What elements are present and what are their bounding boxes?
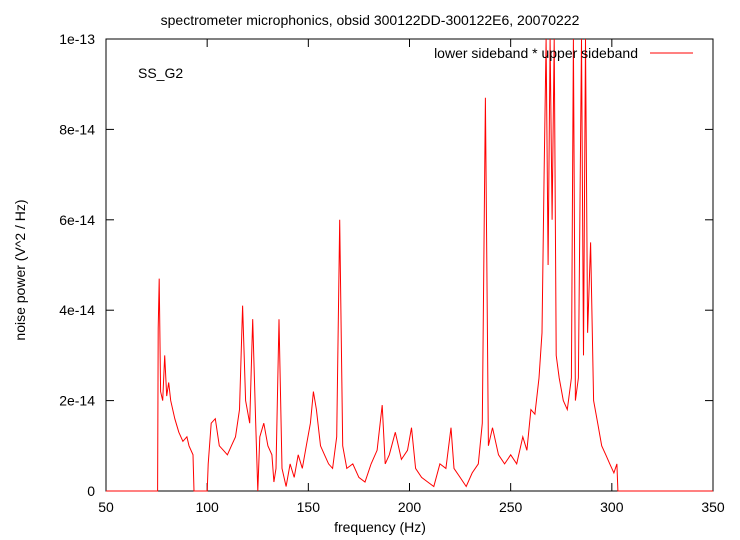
legend: lower sideband * upper sideband [434,45,693,61]
y-axis: 0 2e-14 4e-14 6e-14 8e-14 1e-13 [59,31,713,499]
x-tick-label: 50 [98,499,114,515]
x-tick-label: 100 [195,499,219,515]
plot-frame [105,38,714,492]
chart-title: spectrometer microphonics, obsid 300122D… [161,12,580,28]
plot-border [105,38,714,492]
x-axis: 50 100 150 200 250 300 350 [98,39,725,515]
x-tick-label: 200 [398,499,422,515]
y-tick-label: 2e-14 [59,393,95,409]
y-tick-label: 0 [87,483,95,499]
legend-label: lower sideband * upper sideband [434,45,638,61]
x-tick-label: 300 [600,499,624,515]
x-axis-label: frequency (Hz) [334,519,426,535]
plot-annotation: SS_G2 [138,65,183,81]
y-tick-label: 8e-14 [59,121,95,137]
y-axis-label: noise power (V^2 / Hz) [12,199,28,340]
x-tick-label: 150 [297,499,321,515]
y-tick-label: 6e-14 [59,212,95,228]
y-tick-label: 1e-13 [59,31,95,47]
x-tick-label: 350 [701,499,725,515]
data-series [106,38,713,492]
series-line [106,38,713,492]
y-tick-label: 4e-14 [59,302,95,318]
x-tick-label: 250 [499,499,523,515]
